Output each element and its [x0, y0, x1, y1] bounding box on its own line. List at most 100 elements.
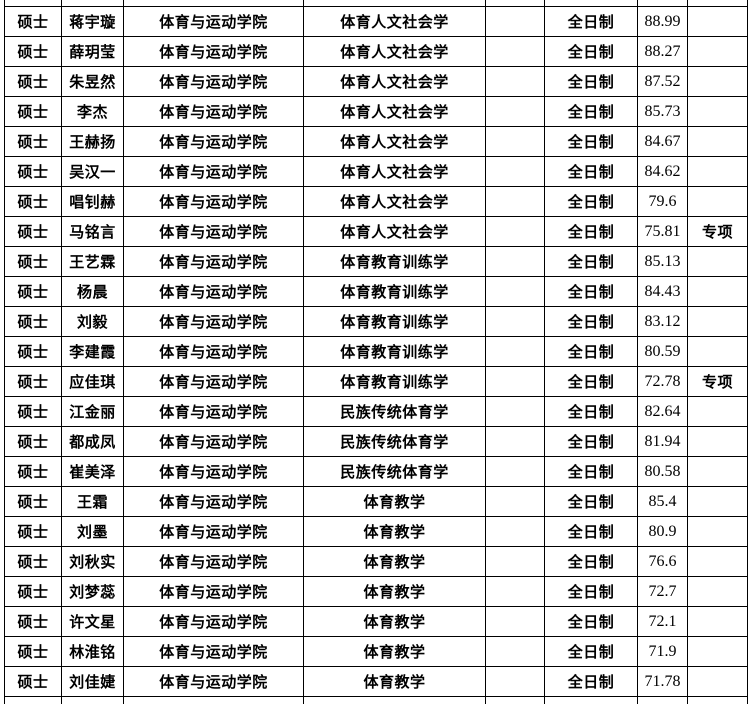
cell-blank — [486, 667, 545, 696]
cell-degree: 硕士 — [4, 367, 62, 396]
cell-blank — [486, 37, 545, 66]
table-row: 硕士 刘佳婕 体育与运动学院 体育教学 全日制 71.78 — [4, 667, 748, 697]
cell-blank — [486, 487, 545, 516]
table-row: 硕士 王赫扬 体育与运动学院 体育人文社会学 全日制 84.67 — [4, 127, 748, 157]
cell-blank — [486, 367, 545, 396]
cell-major: 体育教学 — [304, 607, 486, 636]
cell-study-mode: 全日制 — [545, 157, 638, 186]
cell-college: 体育与运动学院 — [124, 7, 304, 36]
clipped-row-bottom — [4, 697, 748, 704]
table-row: 硕士 刘梦蕊 体育与运动学院 体育教学 全日制 72.7 — [4, 577, 748, 607]
cell-major: 民族传统体育学 — [304, 397, 486, 426]
cell-college: 体育与运动学院 — [124, 67, 304, 96]
cell-study-mode: 全日制 — [545, 517, 638, 546]
cell-name: 许文星 — [62, 607, 124, 636]
cell-remark — [688, 427, 748, 456]
cell-study-mode: 全日制 — [545, 457, 638, 486]
cell-study-mode: 全日制 — [545, 397, 638, 426]
cell-major: 体育人文社会学 — [304, 97, 486, 126]
cell-major: 体育人文社会学 — [304, 37, 486, 66]
cell-college-clipped — [124, 697, 304, 704]
cell-college: 体育与运动学院 — [124, 517, 304, 546]
cell-score-clipped — [638, 0, 688, 6]
cell-score: 80.9 — [638, 517, 688, 546]
cell-remark — [688, 577, 748, 606]
cell-degree: 硕士 — [4, 97, 62, 126]
cell-name: 杨晨 — [62, 277, 124, 306]
cell-college: 体育与运动学院 — [124, 277, 304, 306]
table-row: 硕士 崔美泽 体育与运动学院 民族传统体育学 全日制 80.58 — [4, 457, 748, 487]
cell-score: 71.78 — [638, 667, 688, 696]
cell-study-mode: 全日制 — [545, 217, 638, 246]
cell-study-mode: 全日制 — [545, 277, 638, 306]
cell-major: 体育教学 — [304, 547, 486, 576]
cell-college: 体育与运动学院 — [124, 607, 304, 636]
cell-degree: 硕士 — [4, 427, 62, 456]
cell-study-mode: 全日制 — [545, 337, 638, 366]
table-row: 硕士 应佳琪 体育与运动学院 体育教育训练学 全日制 72.78 专项 — [4, 367, 748, 397]
cell-name: 林淮铭 — [62, 637, 124, 666]
cell-name: 李杰 — [62, 97, 124, 126]
cell-score: 87.52 — [638, 67, 688, 96]
cell-blank-clipped — [486, 0, 545, 6]
cell-name: 刘毅 — [62, 307, 124, 336]
cell-score: 72.7 — [638, 577, 688, 606]
table-row: 硕士 薛玥莹 体育与运动学院 体育人文社会学 全日制 88.27 — [4, 37, 748, 67]
cell-degree-clipped — [4, 0, 62, 6]
cell-blank — [486, 637, 545, 666]
cell-college: 体育与运动学院 — [124, 457, 304, 486]
cell-major: 体育教育训练学 — [304, 247, 486, 276]
cell-blank — [486, 577, 545, 606]
cell-remark — [688, 277, 748, 306]
cell-score: 85.13 — [638, 247, 688, 276]
cell-study-mode: 全日制 — [545, 37, 638, 66]
cell-degree: 硕士 — [4, 127, 62, 156]
cell-remark — [688, 247, 748, 276]
cell-major: 体育人文社会学 — [304, 187, 486, 216]
cell-name: 刘墨 — [62, 517, 124, 546]
cell-college: 体育与运动学院 — [124, 637, 304, 666]
table-row: 硕士 王霜 体育与运动学院 体育教学 全日制 85.4 — [4, 487, 748, 517]
cell-study-mode: 全日制 — [545, 547, 638, 576]
table-row: 硕士 刘墨 体育与运动学院 体育教学 全日制 80.9 — [4, 517, 748, 547]
cell-score: 79.6 — [638, 187, 688, 216]
cell-degree: 硕士 — [4, 217, 62, 246]
cell-study-mode: 全日制 — [545, 7, 638, 36]
cell-major-clipped — [304, 0, 486, 6]
cell-study-mode: 全日制 — [545, 367, 638, 396]
cell-degree: 硕士 — [4, 277, 62, 306]
cell-remark: 专项 — [688, 217, 748, 246]
cell-score: 84.62 — [638, 157, 688, 186]
cell-score: 88.27 — [638, 37, 688, 66]
cell-blank — [486, 67, 545, 96]
cell-remark — [688, 637, 748, 666]
cell-study-mode: 全日制 — [545, 487, 638, 516]
cell-major: 体育教学 — [304, 577, 486, 606]
table-row: 硕士 朱昱然 体育与运动学院 体育人文社会学 全日制 87.52 — [4, 67, 748, 97]
cell-major: 体育教育训练学 — [304, 367, 486, 396]
table-row: 硕士 吴汉一 体育与运动学院 体育人文社会学 全日制 84.62 — [4, 157, 748, 187]
cell-degree: 硕士 — [4, 517, 62, 546]
cell-study-mode: 全日制 — [545, 667, 638, 696]
cell-college: 体育与运动学院 — [124, 97, 304, 126]
table-row: 硕士 李杰 体育与运动学院 体育人文社会学 全日制 85.73 — [4, 97, 748, 127]
cell-score: 82.64 — [638, 397, 688, 426]
cell-degree: 硕士 — [4, 37, 62, 66]
cell-blank — [486, 277, 545, 306]
cell-remark — [688, 547, 748, 576]
cell-name: 朱昱然 — [62, 67, 124, 96]
cell-blank — [486, 97, 545, 126]
cell-score: 84.43 — [638, 277, 688, 306]
cell-study-mode: 全日制 — [545, 127, 638, 156]
cell-score: 72.78 — [638, 367, 688, 396]
cell-name: 王艺霖 — [62, 247, 124, 276]
table-row: 硕士 刘秋实 体育与运动学院 体育教学 全日制 76.6 — [4, 547, 748, 577]
cell-remark — [688, 127, 748, 156]
cell-score: 75.81 — [638, 217, 688, 246]
cell-score: 80.59 — [638, 337, 688, 366]
cell-study-mode: 全日制 — [545, 637, 638, 666]
cell-blank — [486, 247, 545, 276]
cell-remark — [688, 157, 748, 186]
cell-college: 体育与运动学院 — [124, 247, 304, 276]
cell-name: 都成凤 — [62, 427, 124, 456]
